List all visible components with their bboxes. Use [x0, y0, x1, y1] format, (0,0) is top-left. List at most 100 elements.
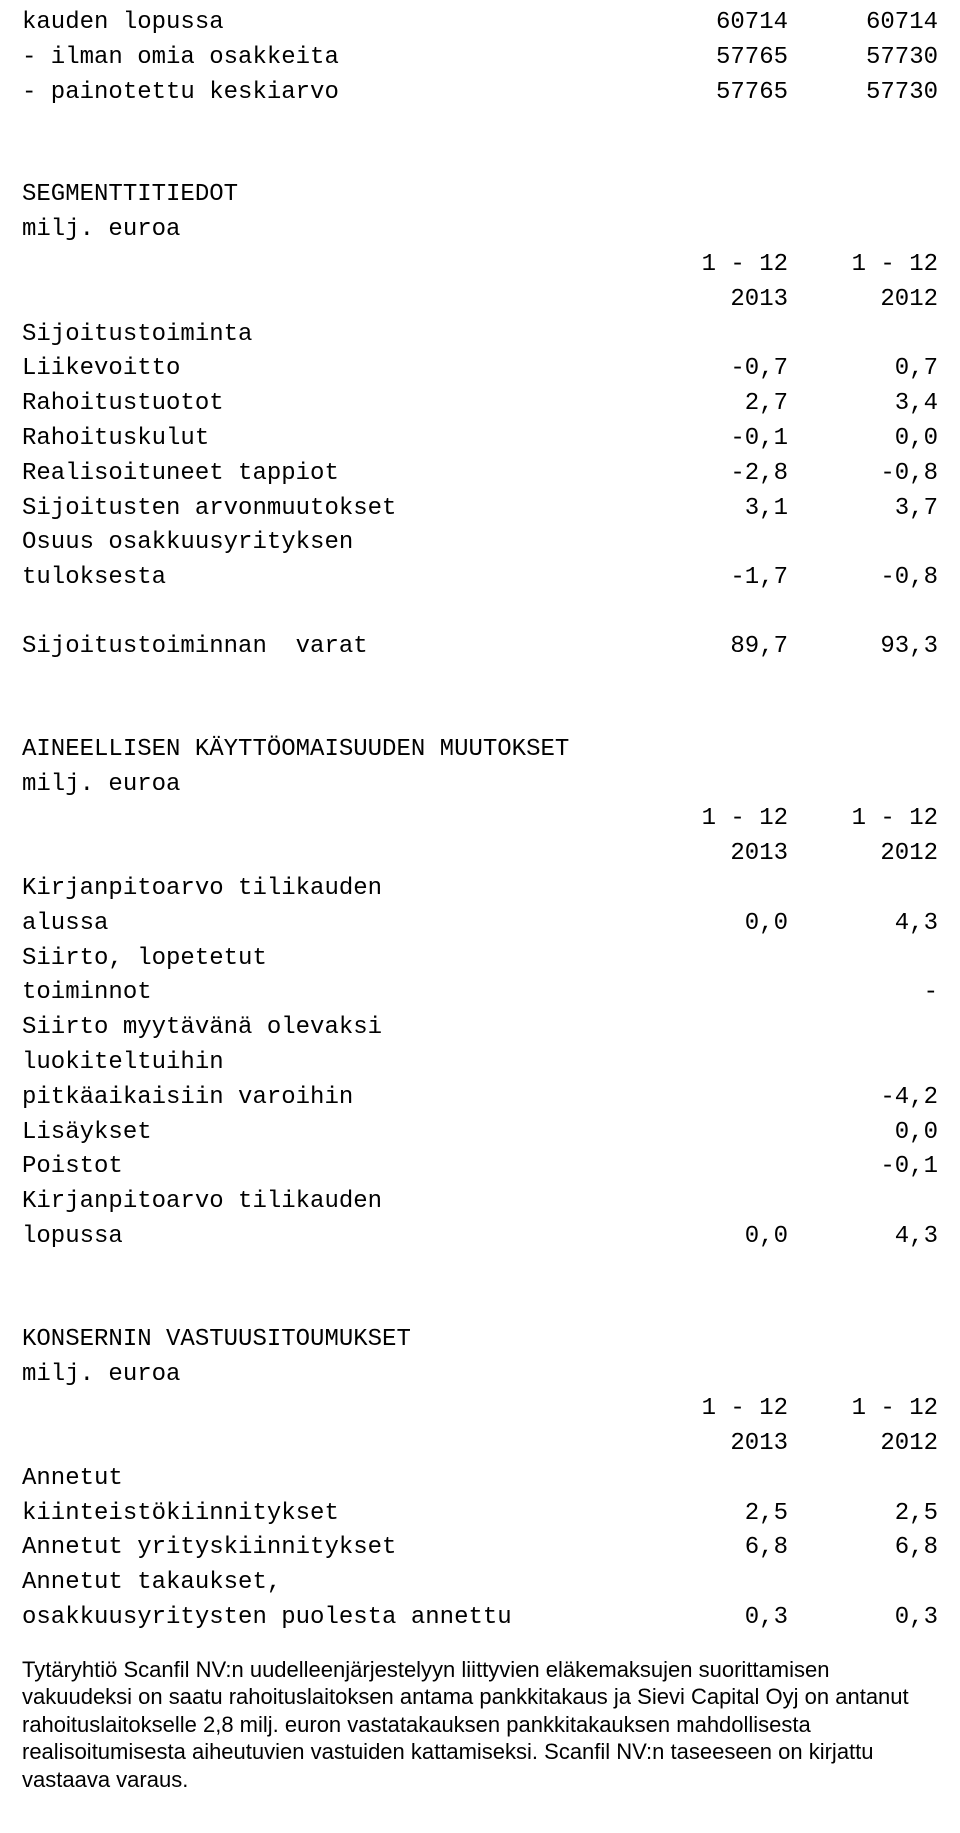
label: pitkäaikaisiin varoihin: [22, 1081, 638, 1116]
spacer: [22, 1255, 938, 1289]
empty: [638, 872, 788, 907]
segment-heading-1: SEGMENTTITIEDOT: [22, 178, 938, 213]
assets-row: alussa 0,0 4,3: [22, 907, 938, 942]
value-c1: 0,0: [638, 907, 788, 942]
label: Annetut: [22, 1462, 638, 1497]
value-c2: -0,1: [788, 1150, 938, 1185]
value-c2: 4,3: [788, 907, 938, 942]
label: Sijoitusten arvonmuutokset: [22, 492, 638, 527]
empty: [638, 1185, 788, 1220]
value-c1: -0,1: [638, 422, 788, 457]
label: Osuus osakkuusyrityksen: [22, 526, 638, 561]
commitments-periods-row: 1 - 12 1 - 12: [22, 1392, 938, 1427]
empty: [22, 1427, 638, 1462]
value-c2: 0,0: [788, 1116, 938, 1151]
empty: [638, 1046, 788, 1081]
empty: [788, 1046, 938, 1081]
empty: [22, 248, 638, 283]
label: kauden lopussa: [22, 6, 638, 41]
value-c1: 0,0: [638, 1220, 788, 1255]
spacer: [22, 144, 938, 178]
assets-years-row: 2013 2012: [22, 837, 938, 872]
value-c1: 2,7: [638, 387, 788, 422]
label: luokiteltuihin: [22, 1046, 638, 1081]
assets-row: Lisäykset 0,0: [22, 1116, 938, 1151]
empty: [22, 837, 638, 872]
label: alussa: [22, 907, 638, 942]
value-c1: -1,7: [638, 561, 788, 596]
empty: [788, 872, 938, 907]
empty: [638, 1462, 788, 1497]
value-c2: 4,3: [788, 1220, 938, 1255]
value-c2: 0,3: [788, 1601, 938, 1636]
value-c2: 3,7: [788, 492, 938, 527]
empty: [638, 1011, 788, 1046]
label: Sijoitustoiminnan varat: [22, 630, 638, 665]
commitments-heading-2: milj. euroa: [22, 1358, 938, 1393]
value-c2: -: [788, 976, 938, 1011]
label: - painotettu keskiarvo: [22, 76, 638, 111]
year-c2: 2012: [788, 283, 938, 318]
empty: [22, 1392, 638, 1427]
segment-row: Liikevoitto -0,7 0,7: [22, 352, 938, 387]
period-c1: 1 - 12: [638, 1392, 788, 1427]
shares-row-3: - painotettu keskiarvo 57765 57730: [22, 76, 938, 111]
label: Liikevoitto: [22, 352, 638, 387]
label: Siirto, lopetetut: [22, 942, 638, 977]
period-c2: 1 - 12: [788, 802, 938, 837]
commitments-row: kiinteistökiinnitykset 2,5 2,5: [22, 1497, 938, 1532]
value-c2: 57730: [788, 41, 938, 76]
empty: [638, 1150, 788, 1185]
value-c1: 89,7: [638, 630, 788, 665]
value-c2: -4,2: [788, 1081, 938, 1116]
period-c2: 1 - 12: [788, 248, 938, 283]
segment-row: Sijoitusten arvonmuutokset 3,1 3,7: [22, 492, 938, 527]
year-c2: 2012: [788, 1427, 938, 1462]
segment-row: Rahoituskulut -0,1 0,0: [22, 422, 938, 457]
assets-row: toiminnot -: [22, 976, 938, 1011]
year-c1: 2013: [638, 283, 788, 318]
page-root: kauden lopussa 60714 60714 - ilman omia …: [0, 0, 960, 1833]
label: Annetut takaukset,: [22, 1566, 638, 1601]
segment-row: Rahoitustuotot 2,7 3,4: [22, 387, 938, 422]
segment-row: tuloksesta -1,7 -0,8: [22, 561, 938, 596]
empty: [788, 1011, 938, 1046]
segment-heading-2: milj. euroa: [22, 213, 938, 248]
commitments-row: Annetut takaukset,: [22, 1566, 938, 1601]
year-c2: 2012: [788, 837, 938, 872]
empty: [638, 976, 788, 1011]
period-c2: 1 - 12: [788, 1392, 938, 1427]
value-c2: 93,3: [788, 630, 938, 665]
segment-row: Sijoitustoiminnan varat 89,7 93,3: [22, 630, 938, 665]
empty: [22, 283, 638, 318]
commitments-heading-1: KONSERNIN VASTUUSITOUMUKSET: [22, 1323, 938, 1358]
empty: [788, 942, 938, 977]
value-c1: -0,7: [638, 352, 788, 387]
value-c1: 2,5: [638, 1497, 788, 1532]
assets-heading-1: AINEELLISEN KÄYTTÖOMAISUUDEN MUUTOKSET: [22, 733, 938, 768]
value-c2: 57730: [788, 76, 938, 111]
assets-row: pitkäaikaisiin varoihin -4,2: [22, 1081, 938, 1116]
label: Siirto myytävänä olevaksi: [22, 1011, 638, 1046]
year-c1: 2013: [638, 1427, 788, 1462]
label: Realisoituneet tappiot: [22, 457, 638, 492]
segment-subheading: Sijoitustoiminta: [22, 318, 938, 353]
footer-paragraph: Tytäryhtiö Scanfil NV:n uudelleenjärjest…: [22, 1656, 938, 1794]
label: Lisäykset: [22, 1116, 638, 1151]
value-c1: 60714: [638, 6, 788, 41]
label: Kirjanpitoarvo tilikauden: [22, 872, 638, 907]
spacer: [22, 665, 938, 699]
empty: [638, 1566, 788, 1601]
value-c1: -2,8: [638, 457, 788, 492]
value-c1: 6,8: [638, 1531, 788, 1566]
year-c1: 2013: [638, 837, 788, 872]
value-c1: 0,3: [638, 1601, 788, 1636]
assets-row: luokiteltuihin: [22, 1046, 938, 1081]
empty: [788, 526, 938, 561]
value-c2: 3,4: [788, 387, 938, 422]
value-c2: 2,5: [788, 1497, 938, 1532]
assets-row: Kirjanpitoarvo tilikauden: [22, 872, 938, 907]
value-c2: -0,8: [788, 561, 938, 596]
commitments-years-row: 2013 2012: [22, 1427, 938, 1462]
assets-row: Siirto, lopetetut: [22, 942, 938, 977]
